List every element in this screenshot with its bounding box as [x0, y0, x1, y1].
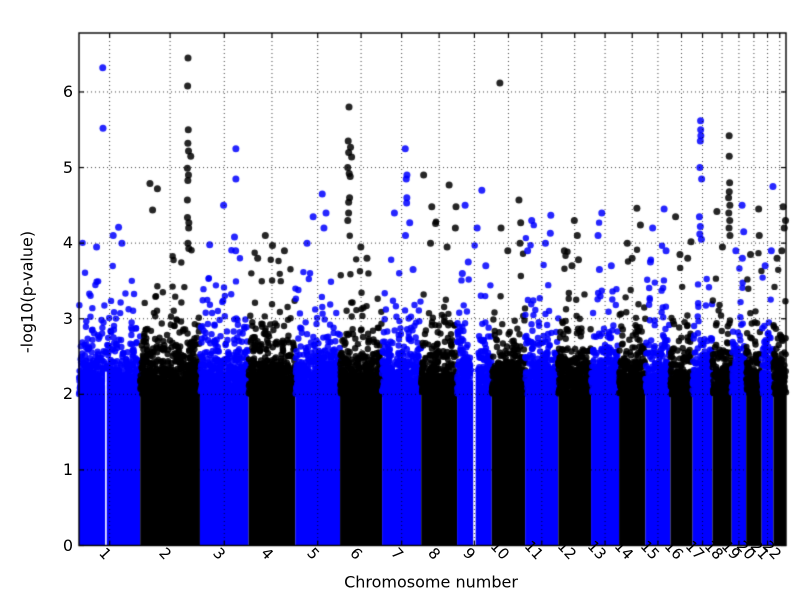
y-tick-label-1: 1 — [62, 459, 73, 479]
y-tick-label-6: 6 — [62, 81, 73, 101]
y-axis-label: -log10(p-value) — [17, 230, 37, 354]
y-tick-label-4: 4 — [62, 233, 73, 253]
x-axis-label: Chromosome number — [344, 572, 518, 592]
y-tick-label-0: 0 — [62, 535, 73, 555]
y-tick-label-2: 2 — [62, 384, 73, 404]
y-tick-label-3: 3 — [62, 308, 73, 328]
y-tick-label-5: 5 — [62, 157, 73, 177]
